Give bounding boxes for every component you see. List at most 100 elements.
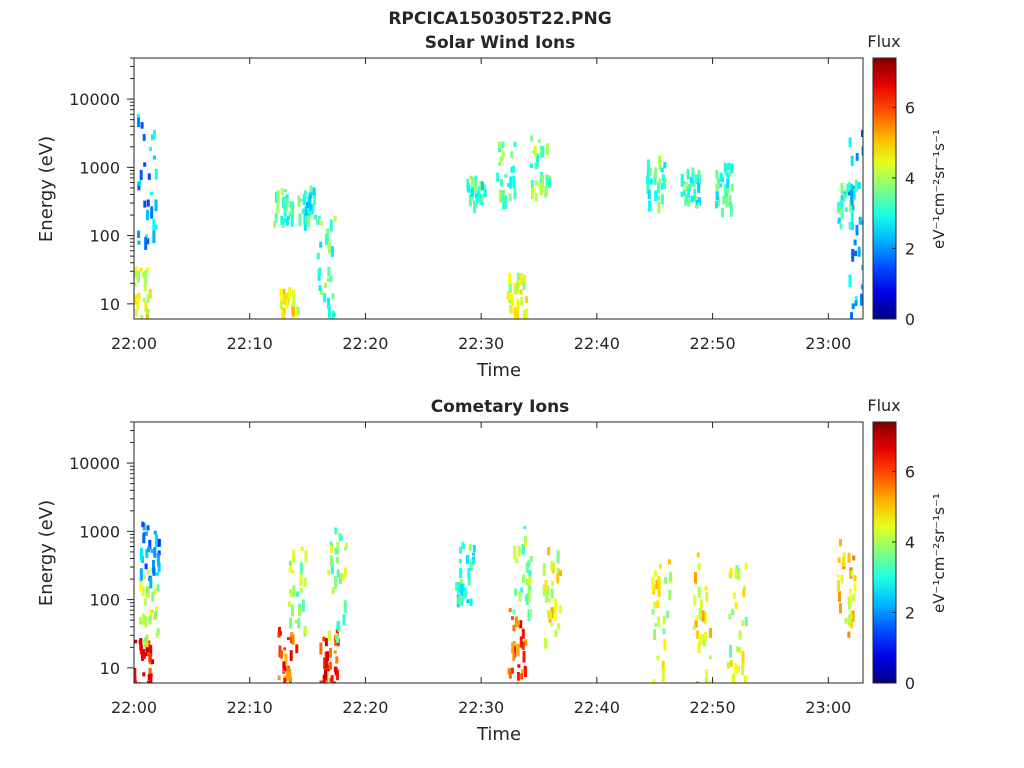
flux-pixel: [696, 630, 700, 639]
flux-pixel: [519, 620, 523, 629]
flux-pixel: [663, 638, 667, 651]
flux-pixel: [654, 623, 658, 627]
flux-pixel: [837, 557, 841, 563]
flux-pixel: [304, 550, 308, 563]
flux-pixel: [726, 662, 730, 669]
flux-pixel: [695, 199, 699, 209]
flux-pixel: [343, 547, 347, 551]
flux-pixel: [651, 577, 655, 590]
flux-pixel: [143, 598, 147, 606]
flux-pixel: [658, 164, 662, 170]
flux-pixel: [343, 600, 347, 613]
flux-pixel: [153, 530, 157, 535]
flux-pixel: [280, 290, 284, 302]
flux-pixel: [529, 609, 533, 618]
flux-pixel: [840, 183, 844, 194]
flux-pixel: [520, 673, 524, 680]
flux-pixel: [857, 182, 861, 189]
flux-pixel: [842, 557, 846, 567]
flux-pixel: [729, 644, 733, 658]
flux-pixel: [329, 661, 333, 670]
flux-pixel: [313, 216, 317, 220]
flux-pixel: [691, 167, 695, 180]
flux-pixel: [498, 191, 502, 203]
flux-pixel: [136, 297, 140, 310]
flux-pixel: [143, 574, 146, 580]
flux-pixel: [296, 306, 300, 316]
flux-pixel: [288, 589, 292, 595]
flux-pixel: [524, 666, 527, 677]
flux-pixel: [651, 609, 655, 615]
flux-pixel: [846, 183, 850, 195]
flux-pixel: [145, 634, 149, 648]
flux-pixel: [508, 299, 512, 303]
flux-pixel: [518, 591, 522, 602]
flux-pixel: [528, 585, 532, 591]
flux-pixel: [344, 542, 348, 548]
flux-pixel: [515, 309, 519, 319]
flux-pixel: [154, 224, 158, 230]
flux-pixel: [280, 650, 283, 659]
flux-pixel: [329, 275, 333, 283]
flux-pixel: [666, 610, 670, 618]
flux-pixel: [517, 545, 521, 557]
flux-pixel: [699, 612, 703, 618]
flux-pixel: [853, 583, 857, 592]
flux-pixel: [294, 619, 298, 624]
flux-pixel: [279, 682, 283, 683]
y-tick-label: 1000: [79, 158, 120, 177]
flux-pixel: [525, 296, 528, 304]
flux-pixel: [550, 560, 554, 571]
flux-pixel: [155, 606, 159, 613]
flux-pixel: [547, 609, 550, 619]
flux-pixel: [654, 167, 658, 179]
flux-pixel: [722, 195, 726, 205]
flux-pixel: [848, 588, 852, 594]
flux-pixel: [525, 562, 529, 573]
flux-pixel: [509, 305, 512, 312]
flux-pixel: [687, 199, 691, 207]
flux-pixel: [548, 618, 552, 623]
flux-pixel: [668, 589, 672, 600]
flux-pixel: [152, 230, 156, 244]
flux-pixel: [134, 679, 137, 683]
flux-pixel: [287, 216, 290, 220]
flux-pixel: [850, 312, 853, 319]
flux-pixel: [509, 176, 513, 189]
flux-pixel: [149, 673, 153, 683]
flux-pixel: [319, 288, 323, 295]
flux-pixel: [657, 196, 661, 201]
flux-pixel: [697, 563, 701, 571]
flux-pixel: [519, 273, 523, 286]
flux-pixel: [530, 179, 534, 192]
flux-pixel: [850, 200, 854, 206]
flux-pixel: [327, 630, 331, 642]
flux-pixel: [659, 564, 662, 569]
flux-pixel: [138, 639, 142, 644]
flux-pixel: [512, 624, 516, 632]
flux-pixel: [545, 174, 549, 186]
flux-pixel: [541, 175, 545, 188]
solar-wind-spectrogram: [134, 114, 863, 319]
flux-pixel: [134, 282, 137, 287]
flux-pixel: [137, 292, 141, 299]
flux-pixel: [322, 636, 326, 642]
flux-pixel: [290, 590, 294, 595]
x-tick-label: 22:30: [458, 698, 504, 717]
flux-pixel: [861, 146, 863, 156]
solar-wind-colorbar-title: Flux: [867, 32, 900, 51]
flux-pixel: [656, 655, 660, 661]
flux-pixel: [691, 174, 695, 186]
flux-pixel: [851, 248, 855, 262]
flux-pixel: [744, 562, 748, 570]
flux-pixel: [274, 213, 278, 223]
flux-pixel: [276, 201, 280, 214]
flux-pixel: [513, 141, 517, 147]
flux-pixel: [480, 193, 484, 202]
flux-pixel: [280, 309, 284, 319]
flux-pixel: [286, 637, 290, 641]
y-tick-label: 100: [89, 227, 120, 246]
flux-pixel: [696, 552, 700, 558]
flux-pixel: [741, 620, 745, 627]
flux-pixel: [291, 634, 295, 645]
